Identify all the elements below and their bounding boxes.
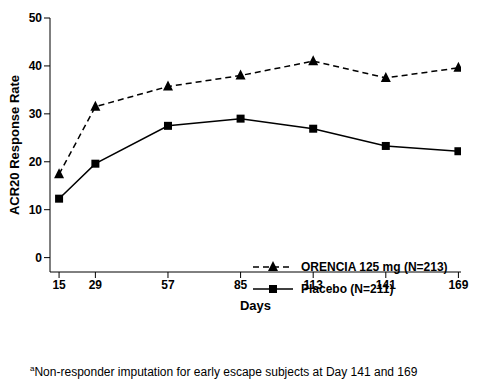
svg-text:57: 57 [161,278,175,292]
svg-text:10: 10 [29,203,43,217]
svg-text:40: 40 [29,59,43,73]
svg-text:50: 50 [29,11,43,25]
svg-text:20: 20 [29,155,43,169]
svg-text:29: 29 [89,278,103,292]
svg-text:Days: Days [240,298,271,313]
svg-text:169: 169 [448,278,468,292]
svg-text:15: 15 [52,278,66,292]
svg-text:ACR20 Response Rate: ACR20 Response Rate [8,75,22,215]
svg-text:85: 85 [234,278,248,292]
svg-text:113: 113 [304,278,324,292]
svg-text:0: 0 [35,251,42,265]
svg-text:30: 30 [29,107,43,121]
svg-text:141: 141 [376,278,396,292]
